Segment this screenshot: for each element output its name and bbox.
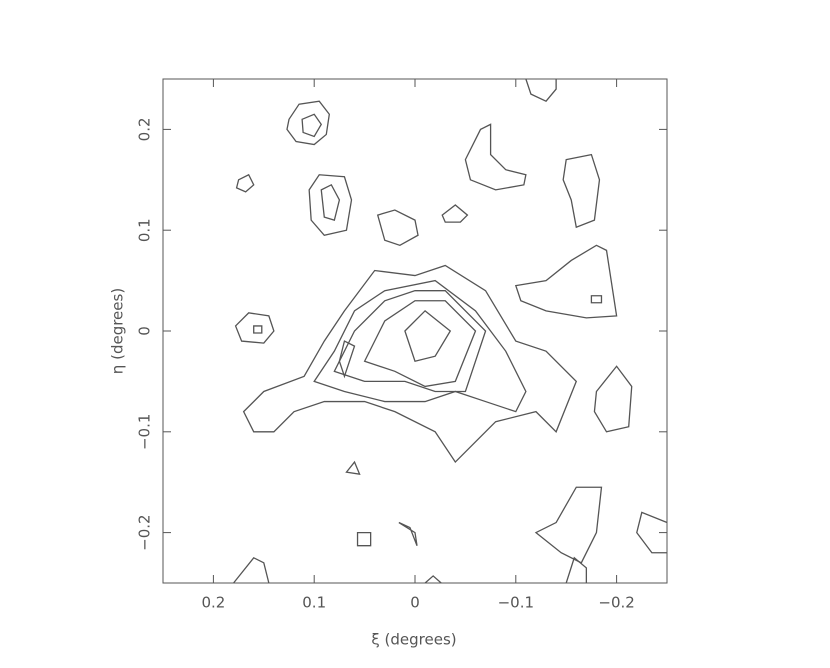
x-tick-label: −0.1 (498, 594, 534, 612)
contour-line (356, 531, 372, 547)
contour-line (313, 279, 527, 413)
y-tick-label: 0 (136, 326, 154, 336)
contour-line (404, 309, 452, 363)
x-tick-label: 0 (410, 594, 420, 612)
contour-line (636, 511, 668, 554)
contour-line (235, 173, 255, 193)
contour-line (320, 183, 341, 221)
contour-line (286, 100, 331, 146)
contour-line (525, 78, 557, 102)
x-tick-label: 0.1 (302, 594, 326, 612)
contour-line (234, 312, 275, 344)
contour-line (514, 244, 618, 319)
contour-line (590, 295, 603, 304)
contour-line (593, 365, 633, 433)
contour-line (345, 460, 361, 475)
contour-line (376, 209, 419, 247)
y-axis-title: η (degrees) (109, 288, 127, 374)
x-tick-label: −0.2 (598, 594, 634, 612)
contour-line (441, 204, 469, 223)
contour-line (534, 486, 603, 564)
contour-line (308, 174, 353, 236)
x-axis-title: ξ (degrees) (371, 631, 456, 649)
contour-line (562, 153, 601, 229)
contour-line (301, 113, 323, 138)
contour-line (464, 123, 527, 191)
y-tick-label: 0.2 (136, 117, 154, 141)
contour-line (233, 556, 270, 584)
y-tick-label: −0.2 (136, 514, 154, 550)
contour-line (253, 325, 263, 334)
contour-line (242, 264, 578, 464)
contour-line (363, 300, 477, 388)
contour-line (424, 575, 442, 584)
contour-line (333, 290, 487, 393)
contour-line (565, 556, 588, 584)
y-tick-label: −0.1 (136, 414, 154, 450)
contour-line (398, 521, 418, 546)
y-tick-label: 0.1 (136, 218, 154, 242)
x-tick-label: 0.2 (201, 594, 225, 612)
contour-line (338, 340, 356, 379)
